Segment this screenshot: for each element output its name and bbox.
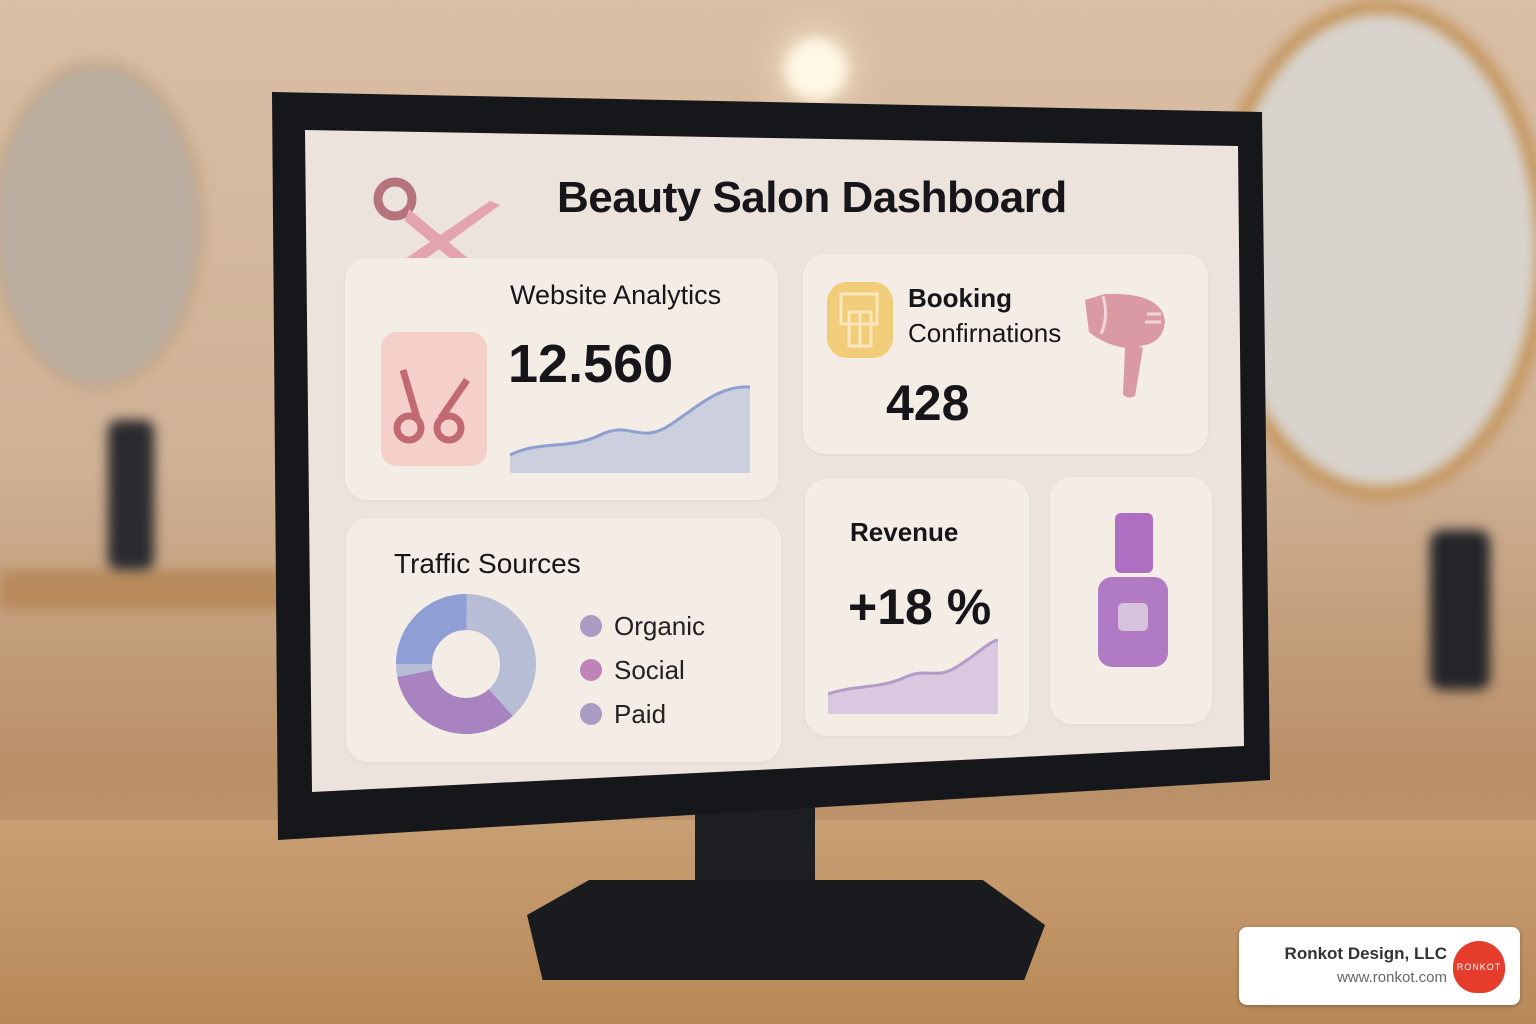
booking-label-line1: Booking bbox=[908, 283, 1012, 313]
donut-segment-purple bbox=[396, 594, 536, 734]
legend-label: Organic bbox=[614, 610, 706, 641]
scissors-icon bbox=[381, 332, 487, 466]
website-analytics-sparkline bbox=[510, 385, 751, 473]
legend-item-paid: Paid bbox=[580, 692, 705, 736]
watermark-badge: Ronkot Design, LLC www.ronkot.com RONKOT bbox=[1239, 927, 1520, 1005]
traffic-donut-chart bbox=[396, 594, 536, 734]
revenue-sparkline bbox=[828, 638, 999, 714]
website-analytics-value: 12.560 bbox=[508, 334, 674, 394]
hair-dryer-icon bbox=[1085, 293, 1165, 398]
ronkot-logo: RONKOT bbox=[1453, 941, 1505, 993]
background-bottle bbox=[108, 420, 154, 570]
background-lamp bbox=[785, 38, 847, 100]
legend-label: Social bbox=[614, 654, 685, 685]
background-shelf bbox=[0, 570, 300, 610]
legend-dot bbox=[580, 659, 602, 681]
traffic-legend: Organic Social Paid bbox=[580, 604, 705, 736]
legend-dot bbox=[580, 703, 602, 725]
revenue-value: +18 % bbox=[848, 579, 992, 635]
website-analytics-label: Website Analytics bbox=[510, 280, 722, 310]
traffic-sources-label: Traffic Sources bbox=[394, 548, 581, 579]
booking-label-line2: Confirnations bbox=[908, 318, 1062, 348]
watermark-url: www.ronkot.com bbox=[1336, 969, 1447, 986]
nail-polish-icon bbox=[1098, 513, 1168, 667]
background-mirror-left bbox=[0, 60, 205, 390]
legend-item-social: Social bbox=[580, 648, 705, 692]
revenue-label: Revenue bbox=[850, 517, 959, 547]
legend-dot bbox=[580, 615, 602, 637]
background-bottle bbox=[1430, 530, 1490, 690]
page-title: Beauty Salon Dashboard bbox=[557, 173, 1067, 222]
legend-label: Paid bbox=[614, 698, 667, 729]
monitor-stand-base bbox=[527, 880, 1045, 980]
booking-value: 428 bbox=[886, 375, 970, 431]
donut-segment-organic bbox=[396, 594, 536, 734]
legend-item-organic: Organic bbox=[580, 604, 705, 648]
booking-icon bbox=[827, 282, 893, 358]
watermark-company: Ronkot Design, LLC bbox=[1284, 944, 1447, 963]
